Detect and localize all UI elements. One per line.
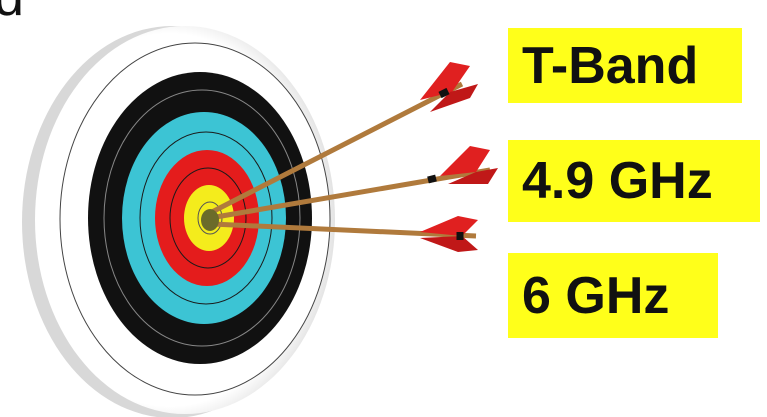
ring-line [103,89,301,347]
arrow [206,62,478,217]
corner-text: d [0,0,24,24]
band-label: T-Band [508,28,742,103]
hit-center [201,209,219,231]
band-label: 4.9 GHz [508,140,760,222]
arrow [211,216,478,252]
arrow [209,146,498,221]
ring-line [139,131,273,305]
ring-line [169,167,247,269]
band-label: 6 GHz [508,253,718,338]
